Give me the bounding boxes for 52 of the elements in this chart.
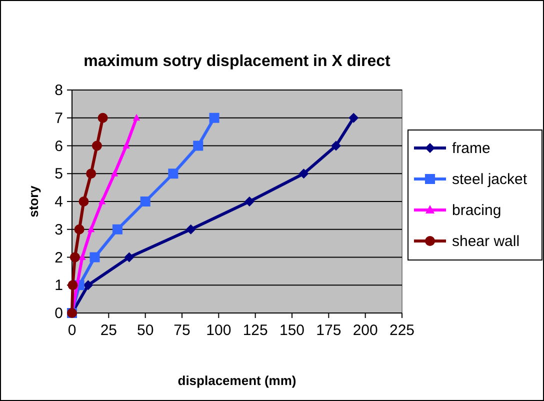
point: [110, 170, 118, 176]
x-tick-label: 50: [136, 322, 154, 339]
x-tick-label: 225: [389, 322, 415, 339]
point: [78, 196, 89, 206]
point: [244, 196, 254, 206]
y-axis-title: story: [26, 184, 41, 218]
point: [70, 252, 80, 262]
point: [68, 280, 78, 290]
y-tick-label: 7: [54, 110, 63, 127]
point: [124, 252, 134, 262]
point: [83, 280, 94, 290]
point: [140, 196, 150, 206]
chart-title: maximum sotry displacement in X direct: [84, 53, 392, 70]
point: [348, 112, 359, 123]
point: [92, 140, 102, 151]
point: [186, 224, 196, 234]
y-tick-label: 1: [54, 277, 63, 294]
x-tick-label: 0: [68, 322, 76, 339]
legend-label: shear wall: [452, 233, 520, 250]
point: [168, 168, 178, 179]
y-tick-label: 4: [54, 194, 63, 210]
point: [132, 114, 140, 121]
point: [90, 252, 100, 262]
point: [78, 253, 86, 260]
x-tick-label: 100: [206, 322, 232, 339]
x-tick-label: 150: [279, 322, 305, 339]
point: [87, 225, 95, 232]
x-tick-label: 175: [316, 322, 342, 339]
y-tick-label: 0: [54, 305, 63, 322]
point: [193, 140, 204, 151]
y-tick-label: 8: [54, 82, 63, 99]
point: [331, 140, 341, 151]
legend-label: steel jacket: [452, 171, 528, 188]
point: [112, 224, 122, 234]
y-tick-label: 5: [54, 166, 63, 183]
point: [98, 198, 106, 204]
point: [74, 224, 84, 234]
y-tick-label: 6: [54, 138, 63, 155]
point: [209, 112, 220, 123]
x-tick-label: 25: [100, 322, 118, 339]
point: [298, 168, 309, 179]
y-tick-label: 2: [54, 249, 63, 266]
point: [98, 112, 108, 123]
x-tick-label: 75: [174, 322, 190, 339]
point: [122, 142, 130, 149]
y-tick-label: 3: [54, 221, 63, 238]
x-tick-label: 125: [242, 322, 268, 339]
point: [86, 168, 96, 179]
legend-label: bracing: [452, 202, 502, 219]
legend-label: frame: [452, 140, 490, 157]
x-tick-label: 200: [352, 322, 378, 339]
x-axis-title: displacement (mm): [178, 373, 296, 388]
